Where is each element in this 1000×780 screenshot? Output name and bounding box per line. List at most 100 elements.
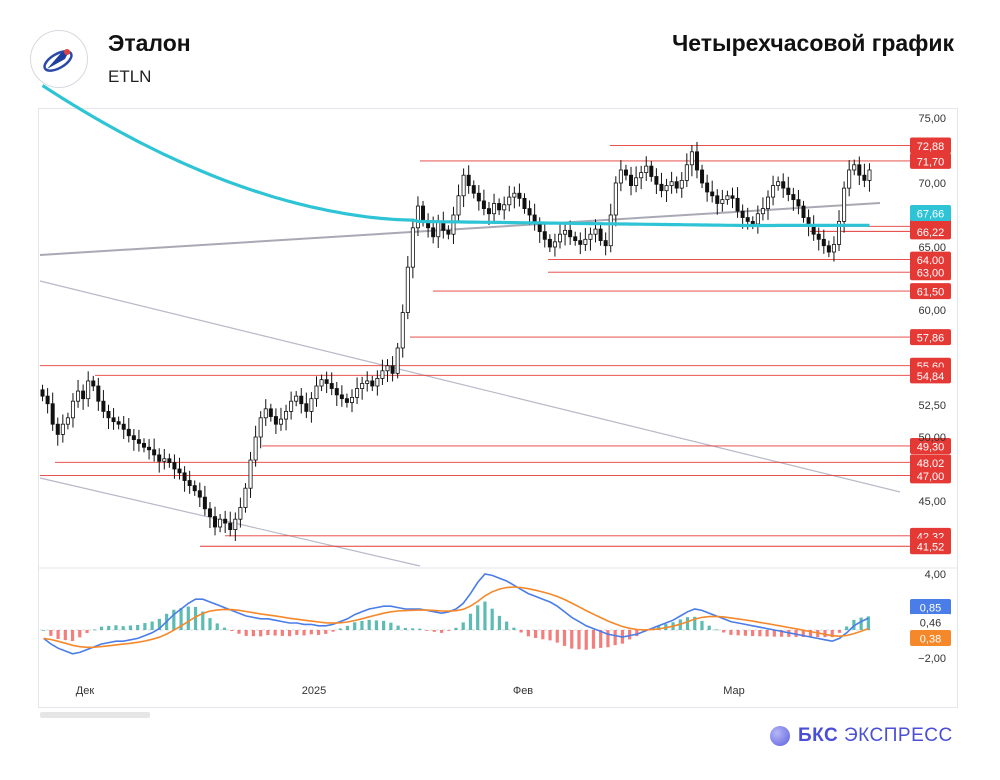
candle-body: [715, 195, 720, 204]
candle-body: [476, 192, 481, 202]
candle-body: [182, 472, 187, 481]
macd-hist-bar: [432, 630, 436, 632]
candle-body: [136, 439, 141, 444]
macd-hist-bar: [389, 622, 393, 630]
candle-body: [284, 410, 289, 420]
macd-hist-bar: [656, 626, 661, 630]
candle-body: [294, 395, 299, 402]
macd-hist-bar: [288, 630, 292, 637]
macd-hist-bar: [49, 630, 53, 636]
macd-hist-bar: [490, 608, 494, 630]
candle-body: [147, 446, 152, 451]
candle-body: [355, 388, 360, 398]
macd-hist-bar: [779, 630, 784, 637]
y-tick-label: 45,00: [918, 496, 946, 508]
candle-body: [588, 233, 593, 240]
bks-logo-icon: [770, 726, 790, 746]
macd-hist-bar: [360, 620, 364, 630]
candle-body: [563, 229, 568, 235]
watermark: [40, 712, 150, 718]
candle-body: [781, 181, 786, 189]
price-level-label: 47,00: [917, 471, 945, 483]
macd-hist-bar: [606, 630, 610, 648]
y-tick-label: 50,00: [918, 432, 946, 444]
macd-hist-bar: [476, 605, 480, 630]
candle-body: [466, 174, 471, 186]
candle-body: [857, 164, 862, 176]
candle-body: [278, 418, 283, 425]
macd-hist-bar: [382, 620, 386, 630]
candle-body: [248, 459, 253, 489]
candle-body: [233, 518, 238, 531]
macd-hist-bar: [758, 630, 762, 637]
macd-hist-bar: [577, 630, 581, 650]
macd-value-tag: [910, 599, 951, 615]
macd-hist-bar: [353, 622, 357, 630]
price-level-tag: [910, 367, 951, 384]
price-level-tag: [910, 437, 951, 454]
candle-body: [314, 385, 319, 400]
macd-hist-bar: [548, 630, 552, 641]
candle-body: [415, 205, 420, 229]
candle-body: [847, 169, 852, 189]
moving-average-line: [41, 84, 870, 228]
macd-hist-bar: [497, 615, 502, 630]
macd-hist-bar: [541, 630, 545, 640]
candle-body: [755, 213, 760, 225]
price-level-label: 48,02: [917, 458, 945, 470]
macd-hist-bar: [143, 623, 147, 630]
candle-body: [157, 454, 162, 462]
macd-hist-bar: [273, 630, 277, 636]
candle-body: [162, 458, 167, 462]
candle-body: [167, 458, 172, 464]
candle-body: [207, 508, 212, 517]
macd-hist-bar: [808, 630, 813, 638]
macd-hist-bar: [114, 625, 118, 630]
candle-body: [289, 400, 294, 412]
trend-line-upper: [39, 280, 901, 493]
ma-value-label: 67,66: [917, 208, 945, 220]
macd-hist-bar: [403, 627, 407, 630]
candle-body: [730, 195, 735, 199]
candle-body: [410, 227, 415, 268]
price-level-label: 66,22: [917, 227, 945, 239]
candle-body: [228, 522, 233, 530]
candle-body: [116, 421, 121, 425]
candle-body: [172, 462, 177, 470]
candle-body: [400, 312, 405, 349]
candle-body: [40, 389, 45, 397]
ticker-symbol: ETLN: [108, 67, 152, 86]
candle-body: [669, 181, 674, 186]
candle-body: [461, 174, 466, 197]
macd-hist-bar: [121, 626, 125, 630]
price-level-tag: [910, 223, 951, 240]
macd-hist-bar: [128, 625, 133, 630]
x-tick-label: 2025: [302, 685, 326, 697]
candle-body: [862, 174, 867, 181]
macd-hist-bar: [418, 628, 422, 630]
candle-body: [81, 390, 86, 400]
macd-hist-bar: [136, 624, 140, 630]
macd-hist-bar: [410, 628, 415, 630]
candle-body: [507, 196, 512, 206]
macd-hist-bar: [801, 630, 805, 638]
candle-body: [710, 191, 715, 197]
candle-body: [740, 210, 745, 218]
candle-body: [421, 205, 426, 222]
long-trend-line: [39, 202, 881, 256]
macd-value-label: 0,38: [920, 634, 941, 646]
macd-hist-bar: [63, 630, 67, 641]
macd-hist-bar: [628, 630, 632, 640]
price-level-tag: [910, 329, 951, 346]
candle-body: [573, 236, 578, 241]
macd-hist-bar: [591, 630, 596, 649]
macd-hist-bar: [483, 601, 487, 630]
candle-body: [380, 370, 385, 379]
macd-hist-bar: [439, 630, 444, 633]
candle-body: [446, 229, 451, 235]
macd-hist-bar: [765, 630, 769, 637]
candle-body: [76, 390, 81, 402]
macd-hist-bar: [635, 630, 639, 637]
macd-hist-bar: [222, 627, 227, 630]
